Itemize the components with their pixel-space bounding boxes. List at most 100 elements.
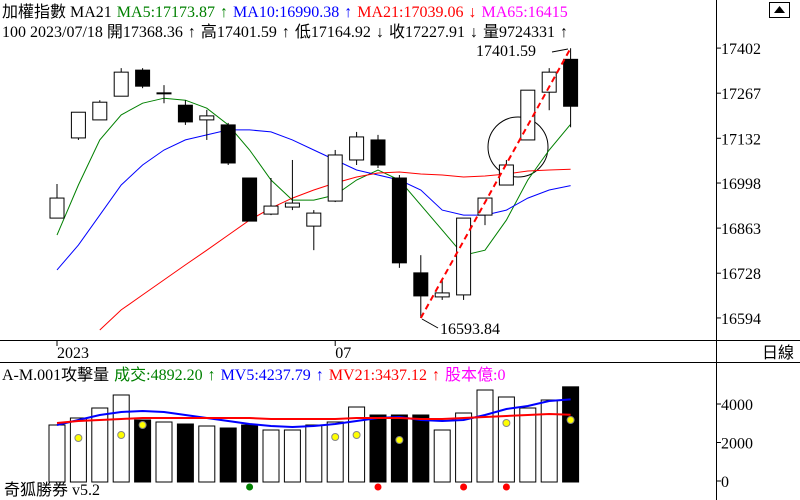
interval-label: 日線 [762, 344, 794, 362]
header-item: A-M.001攻擊量 [2, 366, 109, 384]
volume-bar [241, 424, 259, 483]
volume-bar [305, 424, 323, 483]
candle-body [349, 136, 365, 161]
candle-body [263, 205, 279, 215]
candle-body [220, 124, 236, 164]
volume-bar [348, 406, 366, 483]
y-tick-label: 16594 [721, 311, 761, 328]
candle-body [156, 92, 172, 95]
header-item: 加權指數 MA21 [2, 3, 112, 21]
candle-body [434, 292, 450, 298]
candle-body [199, 115, 215, 121]
candle-body [391, 177, 407, 264]
volume-bar [476, 389, 494, 483]
y-tick-label: 17267 [721, 86, 761, 103]
candle-body [70, 111, 86, 139]
volume-bar [198, 425, 216, 483]
marker-dot [331, 432, 340, 441]
volume-bar [48, 424, 66, 483]
volume-bar [455, 412, 473, 483]
header-item: ↑ [220, 4, 228, 21]
header-item: ↑ [432, 367, 440, 384]
volume-bar [91, 407, 109, 483]
marker-dot [395, 435, 404, 444]
header-item: MA10:16990.38 [233, 4, 339, 21]
y-tick-label: 16863 [721, 221, 761, 238]
footer: 奇狐勝券 v5.2 [4, 481, 100, 499]
marker-dot [138, 421, 147, 430]
signal-dot [502, 483, 510, 491]
header-item: 低17164.92 [295, 23, 371, 41]
signal-dot [460, 483, 468, 491]
trend-line [419, 47, 572, 319]
candle-body [541, 71, 557, 93]
header-item: MA5:17173.87 [117, 4, 215, 21]
series-line [56, 398, 571, 429]
volume-bar [412, 414, 430, 483]
header-item: ↑ [188, 24, 196, 41]
header-item: 收17227.91 [389, 23, 465, 41]
volume-bar [562, 386, 580, 483]
header-item: ↓ [376, 24, 384, 41]
candle-body [563, 58, 579, 107]
header-item: ↓ [469, 4, 477, 21]
volume-bar [69, 417, 87, 483]
volume-bar [155, 421, 173, 483]
header-item: ↑ [344, 4, 352, 21]
candle-body [370, 139, 386, 166]
header-item: ↑ [560, 24, 568, 41]
candle-body [456, 217, 472, 296]
marker-dot [502, 419, 511, 428]
series-line [56, 97, 571, 256]
volume-bar [390, 414, 408, 483]
menu-icon-arrow [774, 6, 785, 13]
y-tick-label: 16998 [721, 176, 761, 193]
header-item: ↑ [208, 367, 216, 384]
candle-body [477, 197, 493, 216]
marker-dot [117, 430, 126, 439]
header-line: A-M.001攻擊量 成交:4892.20 ↑ MV5:4237.79 ↑ MV21:34… [2, 366, 506, 384]
candle-body [113, 71, 129, 97]
volume-bar [369, 414, 387, 483]
candle-body [135, 69, 151, 87]
candle-body [413, 272, 429, 297]
y-tick-label: 16728 [721, 266, 761, 283]
candle-body [242, 177, 258, 222]
header-line: 100 2023/07/18 開17368.36 ↑ 高17401.59 ↑ 低1716… [2, 23, 568, 41]
y-tick-label: 4000 [721, 397, 753, 414]
candle-body [177, 104, 193, 123]
candle-body [92, 101, 108, 121]
x-tick-label: 07 [335, 345, 351, 362]
marker-dot [352, 430, 361, 439]
header-item: MV21:3437.12 [329, 367, 427, 384]
header-item: 高17401.59 [201, 23, 277, 41]
header-item: ↓ [470, 24, 478, 41]
volume-bar [433, 429, 451, 483]
y-tick-label: 0 [721, 474, 729, 491]
annotation-leader [421, 318, 439, 329]
header-item: MA21:17039.06 [357, 4, 463, 21]
candle-body [498, 164, 514, 186]
volume-bar [176, 423, 194, 483]
header-item: 成交:4892.20 [114, 366, 202, 384]
header-item: MV5:4237.79 [221, 367, 311, 384]
annotation: 16593.84 [440, 321, 500, 338]
volume-bar [497, 396, 515, 483]
candle-body [49, 197, 65, 219]
volume-bar [219, 427, 237, 483]
header-item: 股本億:0 [445, 366, 505, 384]
volume-bar [283, 429, 301, 483]
volume-bar [262, 429, 280, 483]
marker-dot [74, 433, 83, 442]
annotation-leader [551, 48, 569, 53]
volume-bar [519, 407, 537, 483]
x-tick-label: 2023 [57, 345, 89, 362]
header-item: 量9724331 [483, 24, 555, 41]
header-line: 加權指數 MA21 MA5:17173.87 ↑ MA10:16990.38 ↑ MA21… [2, 3, 568, 21]
marker-dot [566, 415, 575, 424]
signal-dot [246, 483, 254, 491]
candle-body [327, 154, 343, 202]
header-item: ↑ [282, 24, 290, 41]
series-line [56, 412, 571, 424]
